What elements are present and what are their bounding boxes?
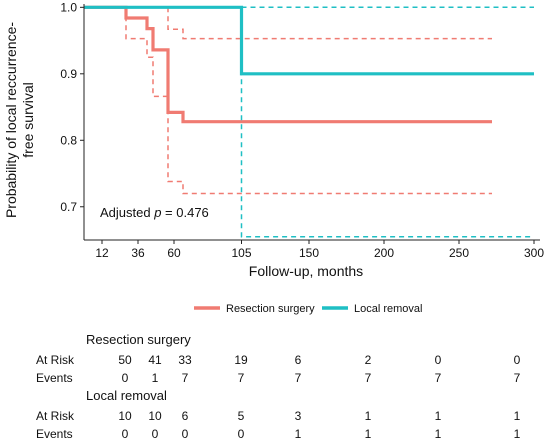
y-axis-title-line: Probability of local reccurrence- <box>3 22 19 218</box>
risk-group-header: Resection surgery <box>86 332 191 347</box>
at-risk-value: 5 <box>238 409 245 423</box>
at-risk-value: 10 <box>148 409 162 423</box>
events-value: 0 <box>122 427 129 441</box>
events-value: 1 <box>514 427 521 441</box>
y-tick-label: 0.8 <box>60 133 77 147</box>
events-value: 1 <box>435 427 442 441</box>
events-value: 0 <box>152 427 159 441</box>
x-tick-label: 105 <box>231 246 251 260</box>
survival-curve <box>84 5 534 76</box>
x-tick-label: 250 <box>449 246 469 260</box>
at-risk-value: 0 <box>514 353 521 367</box>
x-tick-label: 60 <box>167 246 181 260</box>
series-1 <box>84 5 492 195</box>
x-tick-label: 36 <box>131 246 145 260</box>
p-value-part: Adjusted <box>100 205 154 220</box>
at-risk-value: 1 <box>435 409 442 423</box>
events-value: 1 <box>152 371 159 385</box>
at-risk-value: 41 <box>148 353 162 367</box>
events-value: 0 <box>238 427 245 441</box>
at-risk-value: 0 <box>435 353 442 367</box>
at-risk-label: At Risk <box>36 353 75 367</box>
x-tick-label: 12 <box>95 246 109 260</box>
x-tick-label: 200 <box>374 246 394 260</box>
risk-group-header: Local removal <box>86 388 167 403</box>
legend-entry: Local removal <box>354 303 422 315</box>
events-value: 0 <box>122 371 129 385</box>
at-risk-value: 19 <box>234 353 248 367</box>
at-risk-value: 6 <box>182 409 189 423</box>
ci-lower-line <box>240 7 534 238</box>
at-risk-value: 10 <box>118 409 132 423</box>
p-value-part: p <box>153 205 161 220</box>
ci-upper-line <box>167 7 492 40</box>
y-axis-title: Probability of local reccurrence-free su… <box>3 22 36 218</box>
y-tick-label: 0.7 <box>60 200 77 214</box>
y-tick-label: 0.9 <box>60 67 77 81</box>
x-tick-label: 150 <box>299 246 319 260</box>
events-value: 7 <box>295 371 302 385</box>
events-value: 7 <box>238 371 245 385</box>
y-tick-label: 1.0 <box>60 0 77 14</box>
p-value-part: = 0.476 <box>161 205 208 220</box>
plot-area: Adjusted p = 0.476 <box>84 5 534 238</box>
at-risk-value: 33 <box>178 353 192 367</box>
p-value-annotation: Adjusted p = 0.476 <box>100 205 209 220</box>
ci-lower-line <box>125 7 492 195</box>
events-value: 7 <box>435 371 442 385</box>
x-tick-label: 300 <box>524 246 544 260</box>
at-risk-value: 1 <box>514 409 521 423</box>
survival-curve <box>84 5 492 124</box>
at-risk-value: 50 <box>118 353 132 367</box>
events-value: 7 <box>514 371 521 385</box>
events-label: Events <box>36 371 73 385</box>
at-risk-label: At Risk <box>36 409 75 423</box>
events-value: 7 <box>182 371 189 385</box>
axes: 0.7 0.8 0.9 1.0 12 36 60 105 150 200 250 300 Follow-… <box>3 0 544 279</box>
at-risk-value: 3 <box>295 409 302 423</box>
legend-entry: Resection surgery <box>226 303 315 315</box>
events-value: 0 <box>182 427 189 441</box>
at-risk-value: 6 <box>295 353 302 367</box>
events-value: 7 <box>365 371 372 385</box>
legend: Resection surgery Local removal <box>194 303 422 315</box>
events-value: 1 <box>365 427 372 441</box>
x-axis-title: Follow-up, months <box>249 263 363 279</box>
series-2 <box>84 5 534 238</box>
events-value: 1 <box>295 427 302 441</box>
y-axis-title-line: free survival <box>20 82 36 157</box>
events-label: Events <box>36 427 73 441</box>
at-risk-value: 1 <box>365 409 372 423</box>
at-risk-value: 2 <box>365 353 372 367</box>
